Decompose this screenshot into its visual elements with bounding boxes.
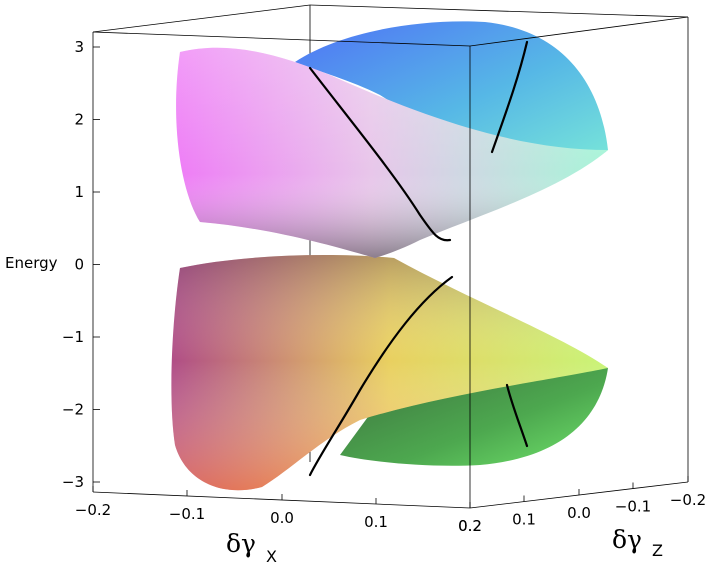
z-tick-label: 3 (74, 38, 84, 56)
lower-curve-back (505, 383, 529, 448)
x-tick-label: 0.0 (270, 509, 294, 527)
y-tick-label: 0.2 (458, 517, 482, 535)
upper-surface-back (295, 21, 608, 169)
z-tick-label: −1 (62, 328, 84, 346)
x-tick-label: −0.1 (169, 505, 205, 523)
y-tick-label: −0.2 (670, 491, 706, 509)
x-axis-line (92, 491, 471, 509)
x-tick-label: 0.1 (364, 513, 388, 531)
z-tick-label: 2 (74, 111, 84, 129)
x-axis-title: δγ X (226, 529, 277, 566)
upper-curve-front (308, 66, 452, 242)
x-tick-label: −0.2 (75, 501, 111, 519)
svg-text:Z: Z (652, 541, 663, 560)
z-tick-label: 0 (74, 256, 84, 274)
y-tick-label: 0.0 (567, 504, 591, 522)
z-tick-label: −2 (62, 401, 84, 419)
y-axis-title: δγ Z (612, 525, 663, 560)
surface-curves (308, 40, 529, 477)
y-tick-label: 0.1 (512, 511, 536, 529)
z-axis-title: Energy (5, 254, 58, 272)
lower-surface-shade (171, 255, 608, 491)
upper-curve-back (490, 40, 529, 154)
z-axis-ticks: 3 2 1 0 −1 −2 −3 (62, 38, 100, 491)
x-axis-ticks: −0.2 −0.1 0.0 0.1 0.2 (75, 486, 482, 535)
svg-text:δγ: δγ (226, 529, 256, 558)
box-front-edges (92, 16, 689, 508)
y-axis-ticks: 0.2 0.1 0.0 −0.1 −0.2 (458, 476, 706, 535)
y-tick-label: −0.1 (615, 498, 651, 516)
svg-text:δγ: δγ (612, 525, 642, 554)
upper-surface-shade (176, 47, 608, 259)
x-tick-label: 0.2 (458, 517, 482, 535)
svg-text:X: X (266, 547, 277, 566)
z-tick-label: −3 (62, 473, 84, 491)
lower-curve-front (308, 275, 454, 477)
z-tick-label: 1 (74, 183, 84, 201)
